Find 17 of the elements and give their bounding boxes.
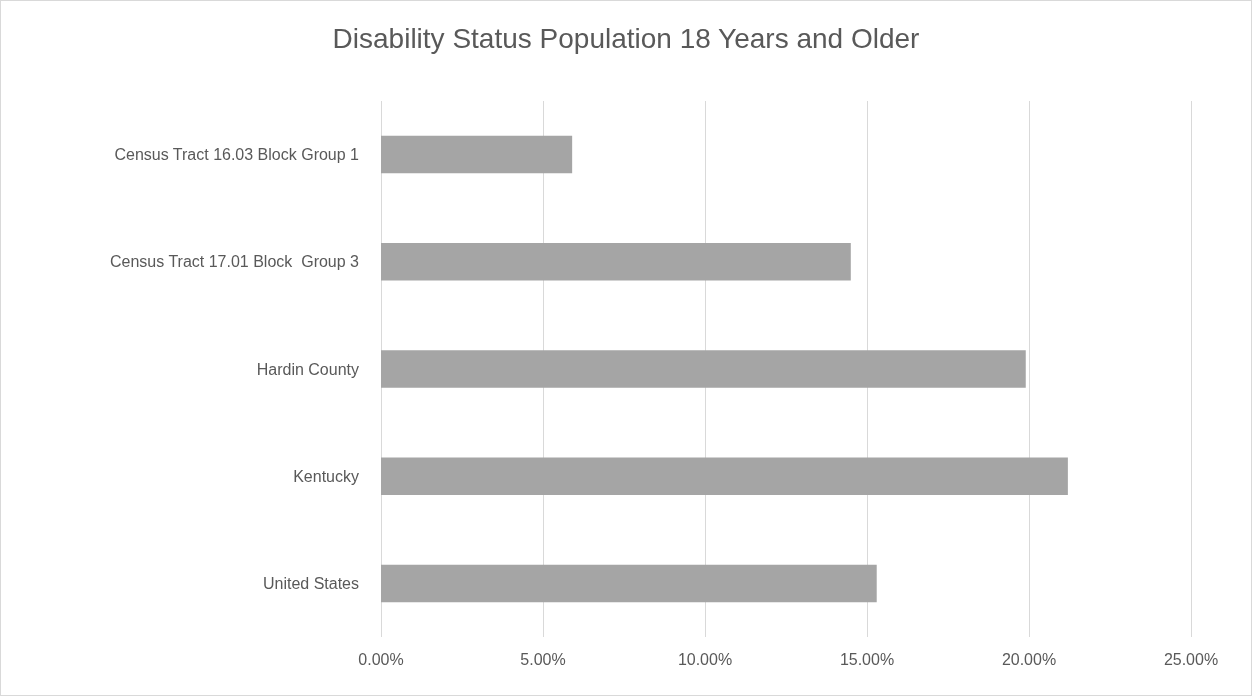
bar — [381, 243, 851, 281]
bar — [381, 564, 877, 603]
y-tick-label: Census Tract 16.03 Block Group 1 — [114, 146, 360, 164]
bar — [381, 350, 1026, 388]
y-tick-label: Kentucky — [293, 467, 359, 485]
chart-title: Disability Status Population 18 Years and Older — [332, 22, 920, 54]
bar — [381, 135, 573, 174]
x-tick-label: 15.00% — [839, 650, 895, 668]
x-tick-label: 0.00% — [358, 650, 404, 668]
bar — [381, 457, 1068, 495]
x-tick-label: 25.00% — [1163, 650, 1219, 668]
x-tick-label: 10.00% — [677, 650, 733, 668]
y-tick-label: United States — [262, 574, 359, 592]
y-tick-label: Census Tract 17.01 Block Group 3 — [109, 253, 360, 271]
x-tick-label: 20.00% — [1001, 650, 1057, 668]
y-tick-label: Hardin County — [256, 360, 359, 378]
x-tick-label: 5.00% — [520, 650, 566, 668]
